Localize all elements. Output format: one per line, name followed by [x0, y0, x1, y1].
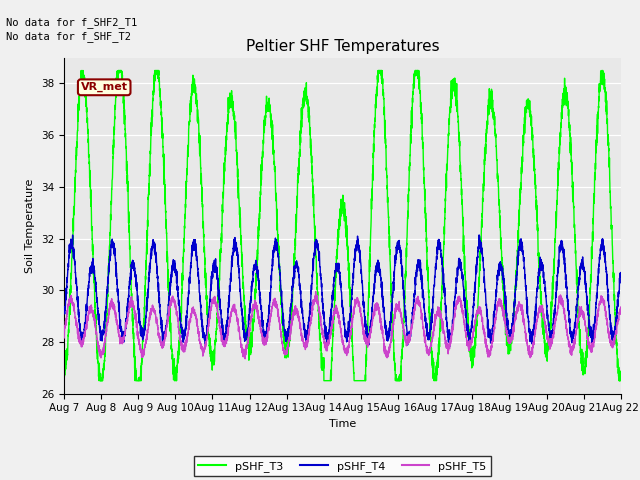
Title: Peltier SHF Temperatures: Peltier SHF Temperatures	[246, 39, 439, 54]
Legend: pSHF_T3, pSHF_T4, pSHF_T5: pSHF_T3, pSHF_T4, pSHF_T5	[194, 456, 491, 476]
Text: VR_met: VR_met	[81, 82, 128, 93]
Text: No data for f_SHF_T2: No data for f_SHF_T2	[6, 31, 131, 42]
Y-axis label: Soil Temperature: Soil Temperature	[26, 179, 35, 273]
Text: No data for f_SHF2_T1: No data for f_SHF2_T1	[6, 17, 138, 28]
X-axis label: Time: Time	[329, 419, 356, 429]
